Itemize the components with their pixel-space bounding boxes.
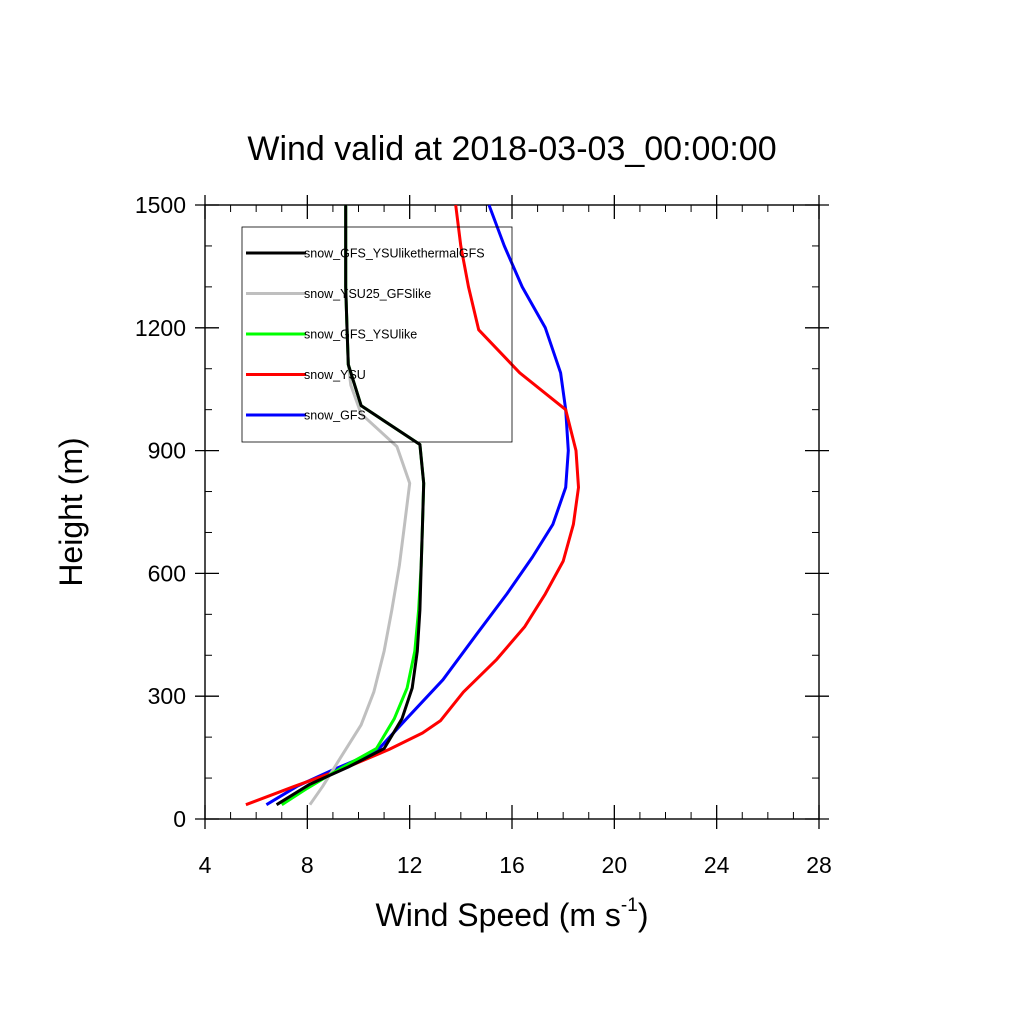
- legend-label-snow_YSU25_GFSlike: snow_YSU25_GFSlike: [304, 287, 431, 301]
- x-tick-label: 12: [397, 852, 423, 878]
- legend-label-snow_GFS_YSUlikethermalGFS: snow_GFS_YSUlikethermalGFS: [304, 247, 485, 261]
- tick-labels: 4 8 12 16 20 24 28 0 300 600 900 1200 1500: [135, 192, 832, 878]
- y-tick-label: 900: [148, 438, 186, 464]
- legend-label-snow_GFS: snow_GFS: [304, 409, 366, 423]
- y-tick-label: 1200: [135, 315, 186, 341]
- legend-box: [241, 226, 513, 443]
- legend-label-snow_GFS_YSUlike: snow_GFS_YSUlike: [304, 328, 417, 342]
- legend-label-snow_YSU: snow_YSU: [304, 368, 366, 382]
- minor-ticks: [205, 205, 819, 819]
- y-tick-label: 1500: [135, 192, 186, 218]
- x-tick-label: 16: [499, 852, 525, 878]
- chart-title: Wind valid at 2018-03-03_00:00:00: [247, 130, 776, 168]
- series-lines: [245, 204, 580, 807]
- series-line-snow_GFS: [265, 204, 570, 806]
- legend: snow_GFS_YSUlikethermalGFS snow_YSU25_GFS…: [241, 226, 513, 443]
- series-line-snow_YSU: [245, 204, 580, 807]
- y-tick-label: 300: [148, 683, 186, 709]
- y-tick-label: 0: [173, 806, 186, 832]
- y-tick-label: 600: [148, 560, 186, 586]
- major-ticks: [195, 195, 829, 829]
- series-line-snow_GFS_YSUlikethermalGFS: [275, 205, 426, 806]
- x-tick-label: 20: [602, 852, 628, 878]
- x-tick-label: 4: [199, 852, 212, 878]
- x-tick-label: 8: [301, 852, 314, 878]
- x-tick-label: 28: [806, 852, 832, 878]
- x-axis-label: Wind Speed (m s-1): [376, 895, 649, 933]
- x-tick-label: 24: [704, 852, 730, 878]
- y-axis-label: Height (m): [53, 437, 89, 586]
